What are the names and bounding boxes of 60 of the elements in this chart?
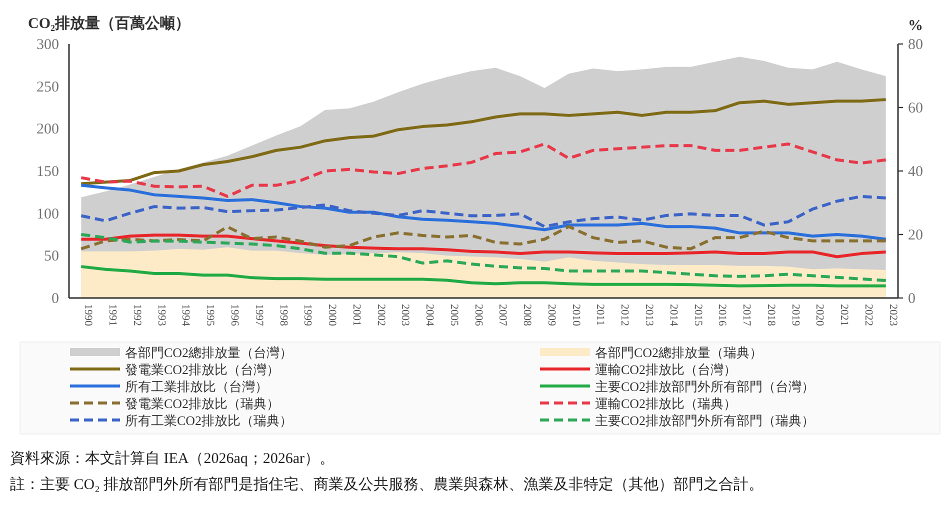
legend-label: 發電業CO2排放比（瑞典）	[125, 396, 280, 411]
y2-tick-label: 40	[908, 164, 923, 180]
x-tick-label: 2012	[618, 304, 631, 326]
x-tick-label: 2007	[496, 304, 509, 326]
x-tick-label: 1992	[130, 304, 143, 326]
x-tick-label: 2017	[740, 304, 753, 326]
x-tick-label: 1991	[106, 304, 119, 326]
y-tick-label: 50	[44, 248, 59, 265]
x-tick-label: 2020	[814, 304, 826, 326]
x-tick-label: 2010	[570, 304, 582, 326]
y-tick-label: 200	[36, 122, 59, 138]
x-tick-label: 2015	[692, 304, 704, 326]
x-tick-label: 2005	[448, 304, 460, 326]
legend-label: 各部門CO2總排放量（台灣）	[125, 345, 293, 360]
y-tick-label: 150	[36, 164, 59, 180]
text: 註：主要 CO₂ 排放部門外所有部門是指住宅、商業及公共服務、農業與森林、漁業及非特定（其他）部門之合計。	[10, 475, 765, 495]
x-tick-label: 1993	[155, 304, 168, 326]
x-tick-label: 2023	[886, 304, 899, 326]
x-tick-label: 2022	[862, 304, 874, 326]
x-tick-label: 1995	[204, 304, 216, 326]
x-tick-label: 2009	[545, 304, 558, 326]
x-tick-label: 1994	[180, 304, 192, 326]
x-tick-label: 2019	[789, 304, 802, 326]
x-tick-label: 2016	[716, 304, 728, 326]
legend-label: 發電業CO2排放比（台灣）	[125, 362, 280, 377]
y2-tick-label: 60	[908, 100, 923, 116]
x-tick-label: 2018	[764, 304, 777, 326]
x-tick-label: 2003	[399, 304, 412, 326]
legend-label: 所有工業CO2排放比（瑞典）	[125, 413, 293, 428]
x-tick-label: 2004	[424, 304, 436, 326]
y-axis-title: CO₂排放量（百萬公噸）	[28, 15, 190, 32]
x-tick-label: 1990	[82, 304, 94, 326]
x-tick-label: 1997	[252, 304, 265, 326]
legend-label: 所有工業排放比（台灣）	[125, 379, 268, 394]
y-tick-label: 0	[52, 291, 59, 307]
legend-label: 運輸CO2排放比（台灣）	[595, 362, 737, 377]
y-tick-label: 100	[36, 206, 59, 222]
x-tick-label: 2002	[374, 304, 387, 326]
y2-tick-label: 0	[908, 291, 916, 307]
x-tick-label: 1998	[277, 304, 290, 326]
y2-axis-title: %	[908, 18, 923, 34]
legend-label: 運輸CO2排放比（瑞典）	[595, 396, 737, 411]
source-note: 資料來源：本文計算自 IEA（2026aq；2026ar）。	[10, 450, 336, 469]
legend-label: 各部門CO2總排放量（瑞典）	[595, 345, 763, 360]
x-tick-label: 2013	[642, 304, 655, 326]
x-tick-label: 2011	[594, 304, 606, 326]
legend-label: 主要CO2排放部門外所有部門（瑞典）	[595, 413, 815, 428]
x-tick-label: 2014	[667, 304, 680, 326]
x-tick-label: 2008	[521, 304, 534, 326]
x-tick-label: 1996	[228, 304, 240, 326]
x-tick-label: 2001	[350, 304, 362, 326]
y2-tick-label: 80	[908, 37, 923, 53]
y2-tick-label: 20	[908, 228, 923, 244]
y-tick-label: 250	[36, 79, 59, 96]
x-tick-label: 2021	[838, 304, 850, 326]
legend-label: 主要CO2排放部門外所有部門（台灣）	[595, 379, 815, 394]
x-tick-label: 1999	[302, 304, 314, 326]
x-tick-label: 2006	[472, 304, 484, 326]
y-tick-label: 300	[36, 37, 59, 53]
x-tick-label: 2000	[326, 304, 338, 326]
